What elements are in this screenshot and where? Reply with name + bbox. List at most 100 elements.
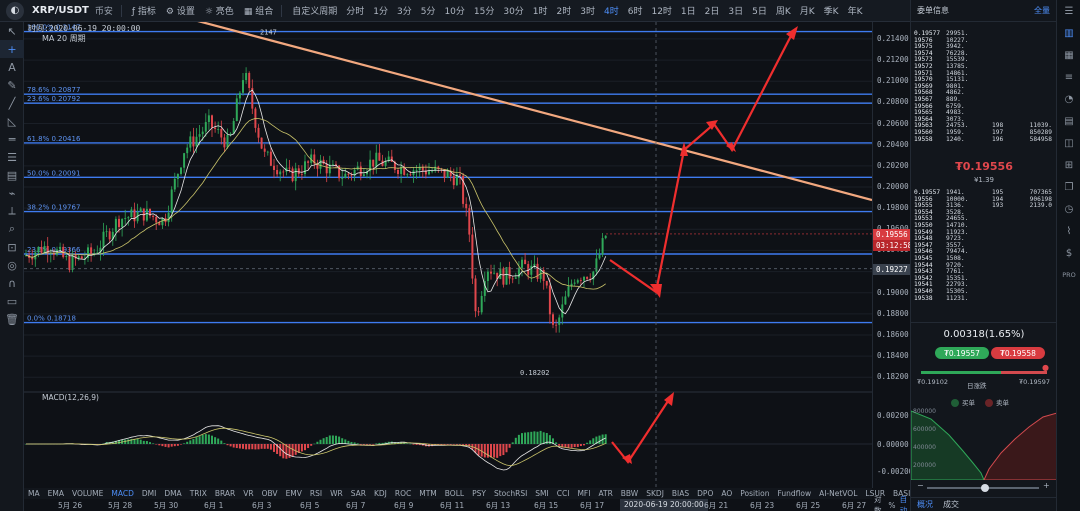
indicators-button[interactable]: ƒ 指标 — [131, 7, 156, 17]
indicator-tab-22[interactable]: MFI — [577, 489, 591, 498]
book-row[interactable]: 19543 7761. — [914, 269, 1056, 276]
indicator-tab-33[interactable]: BASIS — [893, 489, 916, 498]
book-row[interactable]: 19575 3942. — [914, 44, 1056, 51]
period-4[interactable]: 10分 — [444, 7, 465, 17]
depth-zoom-slider[interactable]: − + — [917, 481, 1050, 492]
book-row[interactable]: 19570 15131. — [914, 77, 1056, 84]
indicator-tab-11[interactable]: RSI — [309, 489, 323, 498]
book-row[interactable]: 19573 15539. — [914, 57, 1056, 64]
period-18[interactable]: 月K — [799, 7, 815, 17]
period-13[interactable]: 1日 — [680, 7, 696, 17]
calc-icon[interactable]: ▤ — [1064, 115, 1074, 127]
copy-icon[interactable]: ❐ — [1064, 181, 1074, 193]
period-3[interactable]: 5分 — [420, 7, 436, 17]
book-row[interactable]: 19540 15305. — [914, 288, 1056, 296]
book-row[interactable]: 19553 24655. — [914, 216, 1056, 223]
indicator-tab-6[interactable]: TRIX — [189, 489, 207, 498]
zoom-in-icon[interactable]: + — [1043, 481, 1050, 490]
indicator-tab-30[interactable]: Fundflow — [777, 489, 812, 498]
indicator-tab-7[interactable]: BRAR — [214, 489, 236, 498]
indicator-tab-17[interactable]: BOLL — [444, 489, 465, 498]
period-20[interactable]: 年K — [847, 7, 863, 17]
indicator-tab-4[interactable]: DMI — [141, 489, 157, 498]
settings-button[interactable]: ⚙ 设置 — [165, 7, 195, 17]
indicator-tab-12[interactable]: WR — [330, 489, 343, 498]
slider-knob[interactable] — [981, 484, 989, 492]
pro-icon[interactable]: PRO — [1062, 271, 1076, 279]
book-row[interactable]: 19564 3073. — [914, 116, 1056, 124]
text-tool-icon[interactable]: A — [8, 60, 16, 74]
grid-icon[interactable]: ⊞ — [1064, 159, 1074, 171]
book-row[interactable]: 19572 13785. — [914, 63, 1056, 71]
book-row[interactable]: 19574 76228. — [914, 50, 1056, 58]
book-row[interactable]: 19555 3136. 193 2139.0 — [914, 203, 1056, 210]
depth-view-icon[interactable]: ▦ — [1064, 49, 1074, 61]
light-theme-button[interactable]: ☼ 亮色 — [204, 7, 234, 17]
period-9[interactable]: 3时 — [580, 7, 595, 17]
indicator-tab-13[interactable]: SAR — [350, 489, 366, 498]
indicator-tab-1[interactable]: EMA — [47, 489, 64, 498]
indicator-tab-8[interactable]: VR — [243, 489, 254, 498]
period-14[interactable]: 2日 — [704, 7, 720, 17]
trendline-icon[interactable]: ╱ — [8, 96, 16, 110]
eye-icon[interactable]: ◎ — [7, 258, 17, 272]
best-ask-button[interactable]: ₮0.19558 — [991, 347, 1045, 359]
dollar-icon[interactable]: $ — [1065, 247, 1073, 259]
period-2[interactable]: 3分 — [396, 7, 412, 17]
period-5[interactable]: 15分 — [473, 7, 495, 17]
indicator-tab-26[interactable]: BIAS — [671, 489, 690, 498]
indicator-tab-19[interactable]: StochRSI — [493, 489, 528, 498]
indicator-tab-23[interactable]: ATR — [598, 489, 613, 498]
custom-period-button[interactable]: 自定义周期 — [292, 7, 338, 17]
layout-button[interactable]: ▦ 组合 — [243, 7, 274, 17]
indicator-tab-29[interactable]: Position — [740, 489, 770, 498]
full-depth-button[interactable]: 全量 — [1034, 6, 1050, 15]
indicator-tab-25[interactable]: SKDJ — [646, 489, 664, 498]
book-row[interactable]: 19546 79474. — [914, 249, 1056, 256]
cursor-icon[interactable]: ↖ — [7, 24, 17, 38]
signal-icon[interactable]: ⌇ — [1066, 225, 1072, 237]
layers-icon[interactable]: ▭ — [6, 294, 18, 308]
indicator-tab-0[interactable]: MA — [28, 489, 40, 498]
book-row[interactable]: 19560 1959. 197 850289 — [914, 129, 1056, 137]
book-row[interactable]: 19550 14710. — [914, 222, 1056, 230]
menu-icon[interactable]: ☰ — [1064, 5, 1074, 17]
period-1[interactable]: 1分 — [373, 7, 388, 17]
period-11[interactable]: 6时 — [627, 7, 643, 17]
book-row[interactable]: 19547 3557. — [914, 242, 1056, 250]
zoom-icon[interactable]: ⌕ — [8, 222, 16, 235]
indicator-tab-21[interactable]: CCI — [556, 489, 570, 498]
triangle-icon[interactable]: ◺ — [7, 114, 17, 128]
indicator-tab-2[interactable]: VOLUME — [71, 489, 104, 498]
zoom-out-icon[interactable]: − — [917, 481, 924, 490]
book-row[interactable]: 19544 9720. — [914, 262, 1056, 270]
indicator-tab-18[interactable]: PSY — [472, 489, 486, 498]
indicator-tab-28[interactable]: AO — [721, 489, 733, 498]
book-row[interactable]: 19548 9723. — [914, 236, 1056, 243]
time-axis[interactable]: 2020-06-19 20:00:00 5月 26 5月 28 5月 30 6月 1 6… — [24, 499, 872, 511]
book-row[interactable]: 0.19557 1941. 195 707365 — [914, 189, 1056, 197]
log-scale-button[interactable]: 对数 — [874, 495, 882, 511]
indicator-tab-27[interactable]: DPO — [697, 489, 714, 498]
lock-icon[interactable]: ⊡ — [7, 240, 17, 254]
period-0[interactable]: 分时 — [346, 7, 365, 17]
indicator-tab-10[interactable]: EMV — [285, 489, 302, 498]
indicator-tab-24[interactable]: BBW — [620, 489, 639, 498]
tab-trades[interactable]: 成交 — [943, 500, 959, 509]
book-row[interactable]: 19566 6759. — [914, 103, 1056, 111]
tab-overview[interactable]: 概况 — [917, 500, 933, 509]
book-row[interactable]: 19567 889. — [914, 96, 1056, 104]
book-row[interactable]: 19549 11923. — [914, 229, 1056, 237]
book-row[interactable]: 19545 1508. — [914, 255, 1056, 263]
fib-icon[interactable]: ☰ — [7, 150, 17, 164]
period-12[interactable]: 12时 — [651, 7, 672, 17]
crosshair-icon[interactable]: + — [0, 40, 24, 58]
channel-icon[interactable]: ▤ — [6, 168, 18, 182]
clock-icon[interactable]: ◷ — [1064, 203, 1074, 215]
book-row[interactable]: 0.19577 29951. — [914, 30, 1056, 38]
app-logo-icon[interactable]: ◐ — [6, 1, 24, 20]
book-row[interactable]: 19568 4862. — [914, 90, 1056, 97]
book-row[interactable]: 19563 24753. 198 11039. — [914, 123, 1056, 130]
indicator-tab-5[interactable]: DMA — [164, 489, 182, 498]
